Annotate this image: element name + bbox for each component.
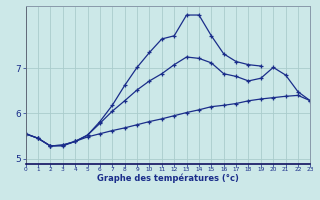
X-axis label: Graphe des températures (°c): Graphe des températures (°c) (97, 174, 239, 183)
